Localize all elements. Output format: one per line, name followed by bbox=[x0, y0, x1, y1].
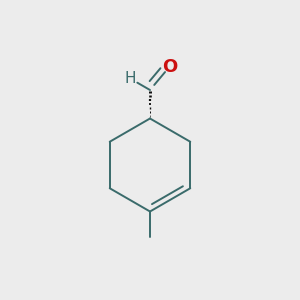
Text: H: H bbox=[125, 71, 136, 86]
Text: O: O bbox=[162, 58, 177, 76]
